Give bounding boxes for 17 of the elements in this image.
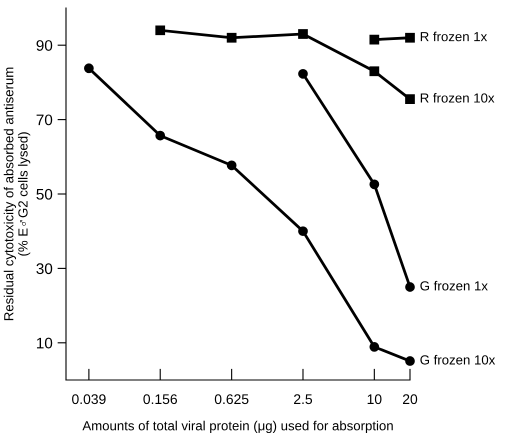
series-label: G frozen 1x — [420, 280, 488, 291]
y-tick-label: 50 — [36, 188, 52, 200]
x-tick-label: 2.5 — [294, 394, 312, 404]
x-tick-label: 20 — [402, 394, 418, 404]
x-tick-label: 0.039 — [72, 394, 106, 404]
y-axis-title: Residual cytotoxicity of absorbed antiserum (% E♂G2 cells lysed) — [4, 68, 30, 320]
y-tick-label: 30 — [36, 263, 52, 274]
x-tick-label: 10 — [368, 394, 382, 404]
y-tick-label: 90 — [36, 40, 52, 51]
series-label: R frozen 1x — [420, 32, 488, 42]
y-tick-label: 70 — [36, 114, 52, 126]
series-label: G frozen 10x — [420, 354, 496, 365]
series-label: R frozen 10x — [420, 93, 494, 103]
y-tick-label: 10 — [36, 338, 52, 348]
x-tick-label: 0.156 — [143, 394, 177, 404]
x-tick-label: 0.625 — [214, 394, 248, 404]
x-axis-title: Amounts of total viral protein (μg) used for absorption — [82, 420, 393, 434]
